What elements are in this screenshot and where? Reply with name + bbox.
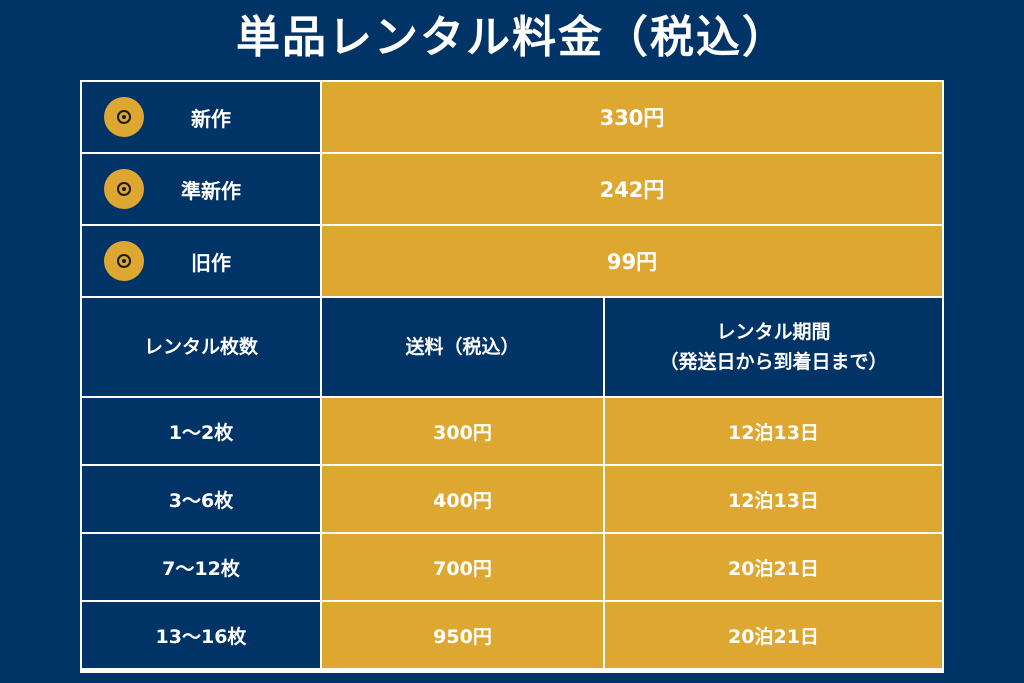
table-row-period: 12泊13日 (605, 398, 942, 464)
rental-price-table: 新作 330円 準新作 242円 旧作 99円 レンタル枚数 送料（税込） レン… (80, 80, 944, 673)
table-row-fee: 700円 (322, 534, 603, 600)
header-shipping-fee: 送料（税込） (322, 298, 603, 396)
table-row-period: 20泊21日 (605, 534, 942, 600)
table-row-count: 1〜2枚 (82, 398, 320, 464)
table-row-period: 20泊21日 (605, 602, 942, 668)
header-rental-count: レンタル枚数 (82, 298, 320, 396)
price-row-label-text: 新作 (191, 106, 231, 131)
disc-icon (104, 169, 144, 209)
table-row-count: 13〜16枚 (82, 602, 320, 668)
price-row-label-text: 旧作 (191, 250, 231, 275)
table-row-count: 7〜12枚 (82, 534, 320, 600)
header-rental-period: レンタル期間 （発送日から到着日まで） (605, 298, 942, 396)
table-row-fee: 950円 (322, 602, 603, 668)
table-row-fee: 300円 (322, 398, 603, 464)
price-row-label-new: 新作 (82, 82, 320, 152)
disc-icon (104, 97, 144, 137)
price-row-value-old: 99円 (322, 226, 942, 296)
disc-icon (104, 241, 144, 281)
table-row-period: 12泊13日 (605, 466, 942, 532)
header-rental-period-title: レンタル期間 (716, 321, 831, 343)
price-row-value-new: 330円 (322, 82, 942, 152)
price-row-label-semi-new: 準新作 (82, 154, 320, 224)
table-row-count: 3〜6枚 (82, 466, 320, 532)
price-row-label-old: 旧作 (82, 226, 320, 296)
price-row-value-semi-new: 242円 (322, 154, 942, 224)
header-rental-period-note: （発送日から到着日まで） (659, 351, 888, 373)
page-title: 単品レンタル料金（税込） (236, 12, 788, 63)
price-row-label-text: 準新作 (181, 178, 241, 203)
table-row-fee: 400円 (322, 466, 603, 532)
